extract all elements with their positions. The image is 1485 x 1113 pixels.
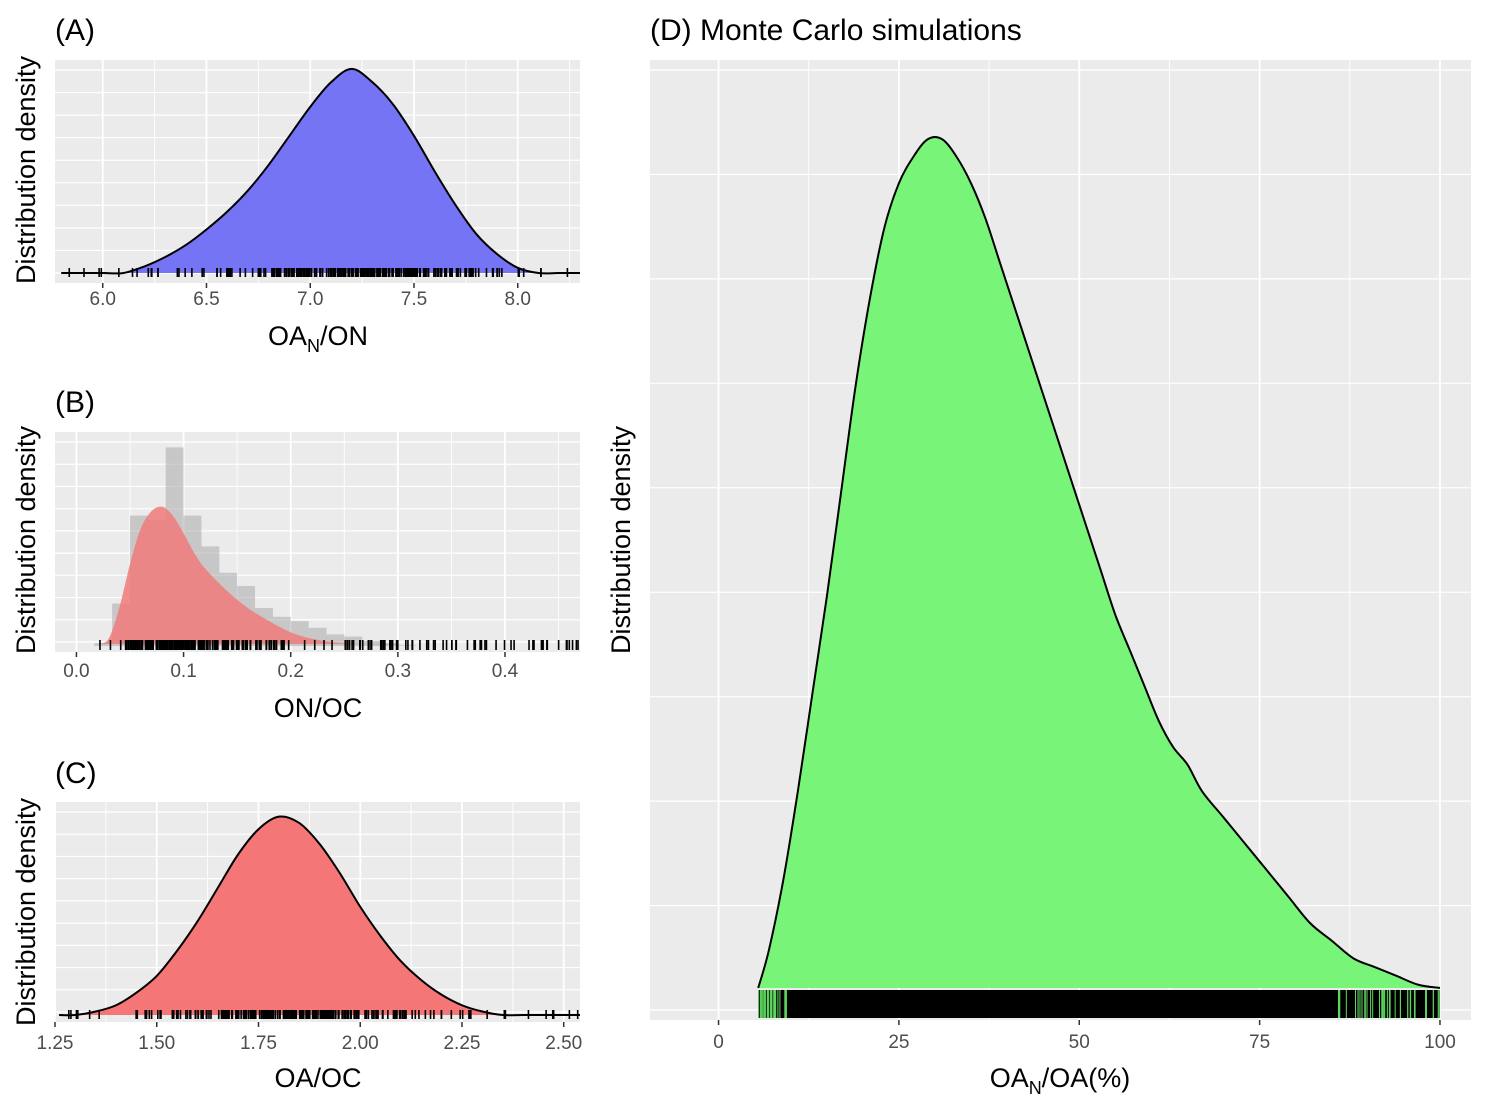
panel-d-plot: 0 25 50 75 100 [650,60,1471,1053]
density-outline [61,67,580,275]
density-area [61,68,581,274]
x-tick-label: 0.1 [170,661,196,682]
histogram-bar [379,643,398,646]
x-tick-label: 1.75 [240,1033,277,1054]
x-tick-label: 100 [1424,1032,1456,1053]
panel-d-x-axis-title: OAN/OA(%) [990,1063,1131,1098]
x-tick-label: 1.25 [37,1033,74,1054]
panel-c-label: (C) [55,757,97,790]
x-tick-label: 2.50 [545,1033,582,1054]
density-area [97,506,580,645]
histogram-bar [94,643,113,646]
panel-b-plot: 0.0 0.1 0.2 0.3 0.4 [55,432,580,682]
panel-c-plot: 1.25 1.50 1.75 2.00 2.25 2.50 [37,802,582,1054]
panel-b-label: (B) [55,386,95,419]
panel-a-x-axis-title: OAN/ON [268,321,368,356]
x-tick-label: 2.00 [342,1033,379,1054]
panel-c-x-axis-title: OA/OC [274,1063,361,1093]
density-area [758,137,1440,989]
x-tick-label: 8.0 [505,289,531,310]
x-tick-label: 0 [713,1032,724,1053]
x-tick-label: 2.25 [443,1033,480,1054]
x-tick-label: 0.4 [492,661,519,682]
density-outline [59,815,580,1017]
panel-b-y-axis-title: Distribution density [11,425,41,654]
panel-a-plot: 6.0 6.5 7.0 7.5 8.0 [55,60,581,310]
histogram-bar [397,645,416,646]
x-tick-label: 25 [888,1032,909,1053]
x-tick-label: 0.0 [63,661,89,682]
x-tick-label: 1.50 [138,1033,175,1054]
x-tick-label: 6.0 [90,289,116,310]
x-tick-label: 0.2 [278,661,304,682]
histogram-bar [326,634,345,646]
x-tick-label: 50 [1069,1032,1090,1053]
rug-band [758,990,1440,1018]
panel-d-title: (D) Monte Carlo simulations [650,14,1022,47]
panel-a-label: (A) [55,14,95,47]
x-tick-label: 0.3 [385,661,411,682]
panel-a-y-axis-title: Distribution density [11,55,41,284]
panel-c-y-axis-title: Distribution density [11,797,41,1026]
panel-b-x-axis-title: ON/OC [274,693,363,723]
x-tick-label: 7.5 [401,289,427,310]
panel-d-y-axis-title: Distribution density [606,425,636,654]
x-tick-label: 75 [1249,1032,1270,1053]
x-tick-label: 6.5 [193,289,219,310]
density-outline [757,136,1441,989]
density-area [59,816,581,1016]
x-tick-label: 7.0 [297,289,323,310]
